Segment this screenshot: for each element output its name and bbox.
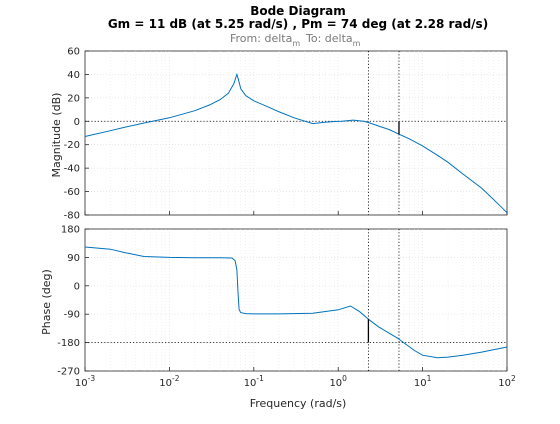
magnitude-response-curve xyxy=(84,72,508,214)
io-from-label: From: deltam xyxy=(230,32,300,48)
magnitude-axes: 60 40 20 0 -20 -40 -60 -80 xyxy=(64,47,508,222)
io-to-label: To: deltam xyxy=(305,32,361,48)
magnitude-ytick-label: 20 xyxy=(67,93,80,104)
phase-ytick-label: -270 xyxy=(57,367,80,378)
phase-ytick-label: 0 xyxy=(74,281,80,292)
phase-response-curve xyxy=(84,246,508,359)
x-tick-label: 102 xyxy=(498,374,516,389)
x-tick-label: 10-3 xyxy=(75,374,95,389)
magnitude-axes-box xyxy=(84,50,508,216)
x-tick-label: 10-2 xyxy=(159,374,179,389)
magnitude-ylabel: Magnitude (dB) xyxy=(50,93,63,178)
phase-ylabel: Phase (deg) xyxy=(40,269,53,335)
phase-axes-box xyxy=(84,228,508,372)
x-tick-label: 100 xyxy=(329,374,347,389)
chart-title: Bode Diagram xyxy=(250,4,346,18)
magnitude-ytick-label: -60 xyxy=(64,187,80,198)
frequency-xlabel: Frequency (rad/s) xyxy=(250,397,347,410)
magnitude-ytick-label: 40 xyxy=(67,70,80,81)
magnitude-ytick-label: -40 xyxy=(64,164,80,175)
chart-margins-line: Gm = 11 dB (at 5.25 rad/s) , Pm = 74 deg… xyxy=(108,17,488,31)
phase-ytick-label: -180 xyxy=(57,338,80,349)
x-tick-label: 101 xyxy=(414,374,432,389)
phase-ytick-label: 90 xyxy=(67,253,80,264)
magnitude-ytick-label: 60 xyxy=(67,47,80,58)
x-tick-label: 10-1 xyxy=(244,374,264,389)
magnitude-ytick-label: 0 xyxy=(74,117,80,128)
phase-ytick-label: -90 xyxy=(64,310,80,321)
phase-ytick-label: 180 xyxy=(61,225,80,236)
magnitude-ytick-label: -20 xyxy=(64,140,80,151)
magnitude-ytick-label: -80 xyxy=(64,211,80,222)
